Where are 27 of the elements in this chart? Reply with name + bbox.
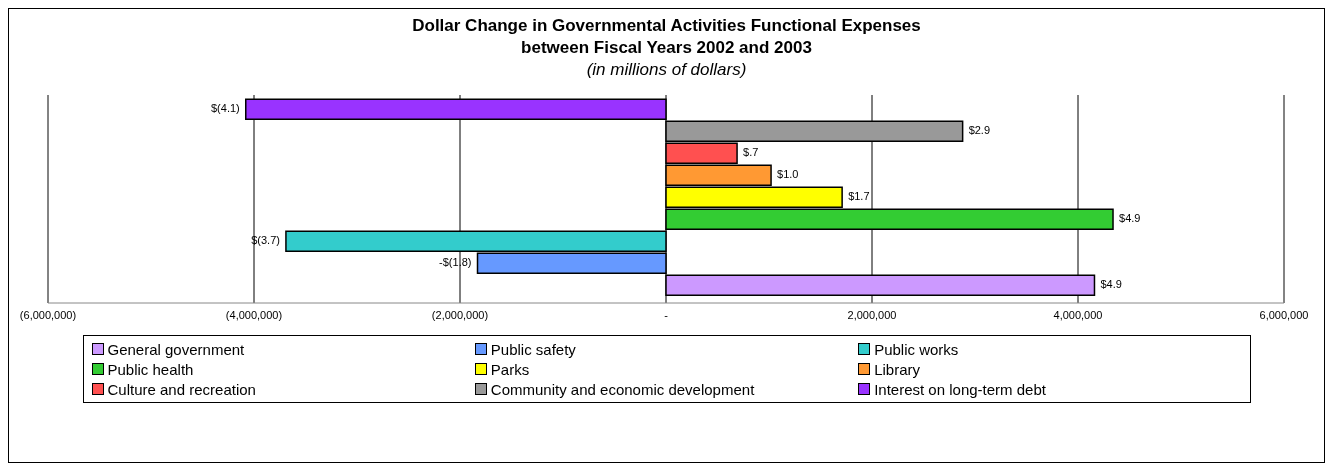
x-tick-label: 4,000,000 [1053, 308, 1103, 321]
legend-label: Public health [107, 360, 194, 378]
annotation: $2.9 [968, 124, 991, 137]
legend-label: Library [874, 360, 921, 378]
annotation: $(3.7) [251, 234, 280, 247]
annotation: $.7 [743, 146, 759, 159]
legend-label: General government [107, 340, 245, 358]
x-tick-label: (2,000,000) [431, 308, 489, 321]
annotation: -$(1.8) [439, 256, 472, 269]
annotation: $4.9 [1100, 278, 1122, 291]
x-tick-label: 6,000,000 [1259, 308, 1309, 321]
legend-label: Public works [874, 340, 959, 358]
chart-subtitle: (in millions of dollars) [585, 59, 748, 81]
x-tick-label: - [664, 308, 669, 321]
annotation: $4.9 [1119, 212, 1141, 225]
legend-label: Community and economic development [490, 380, 755, 398]
x-tick-label: (4,000,000) [225, 308, 283, 321]
legend-label: Culture and recreation [107, 380, 256, 398]
annotation: $(4.1) [211, 102, 240, 115]
legend-label: Public safety [490, 340, 576, 358]
x-tick-label: (6,000,000) [19, 308, 77, 321]
legend-label: Parks [490, 360, 530, 378]
x-tick-label: 2,000,000 [847, 308, 897, 321]
chart-title: Dollar Change in Governmental Activities Functional Expenses between Fiscal Years 2002 and 2003 [411, 15, 922, 59]
legend-label: Interest on long-term debt [874, 380, 1046, 398]
annotation: $1.7 [848, 190, 870, 203]
annotation: $1.0 [777, 168, 799, 181]
